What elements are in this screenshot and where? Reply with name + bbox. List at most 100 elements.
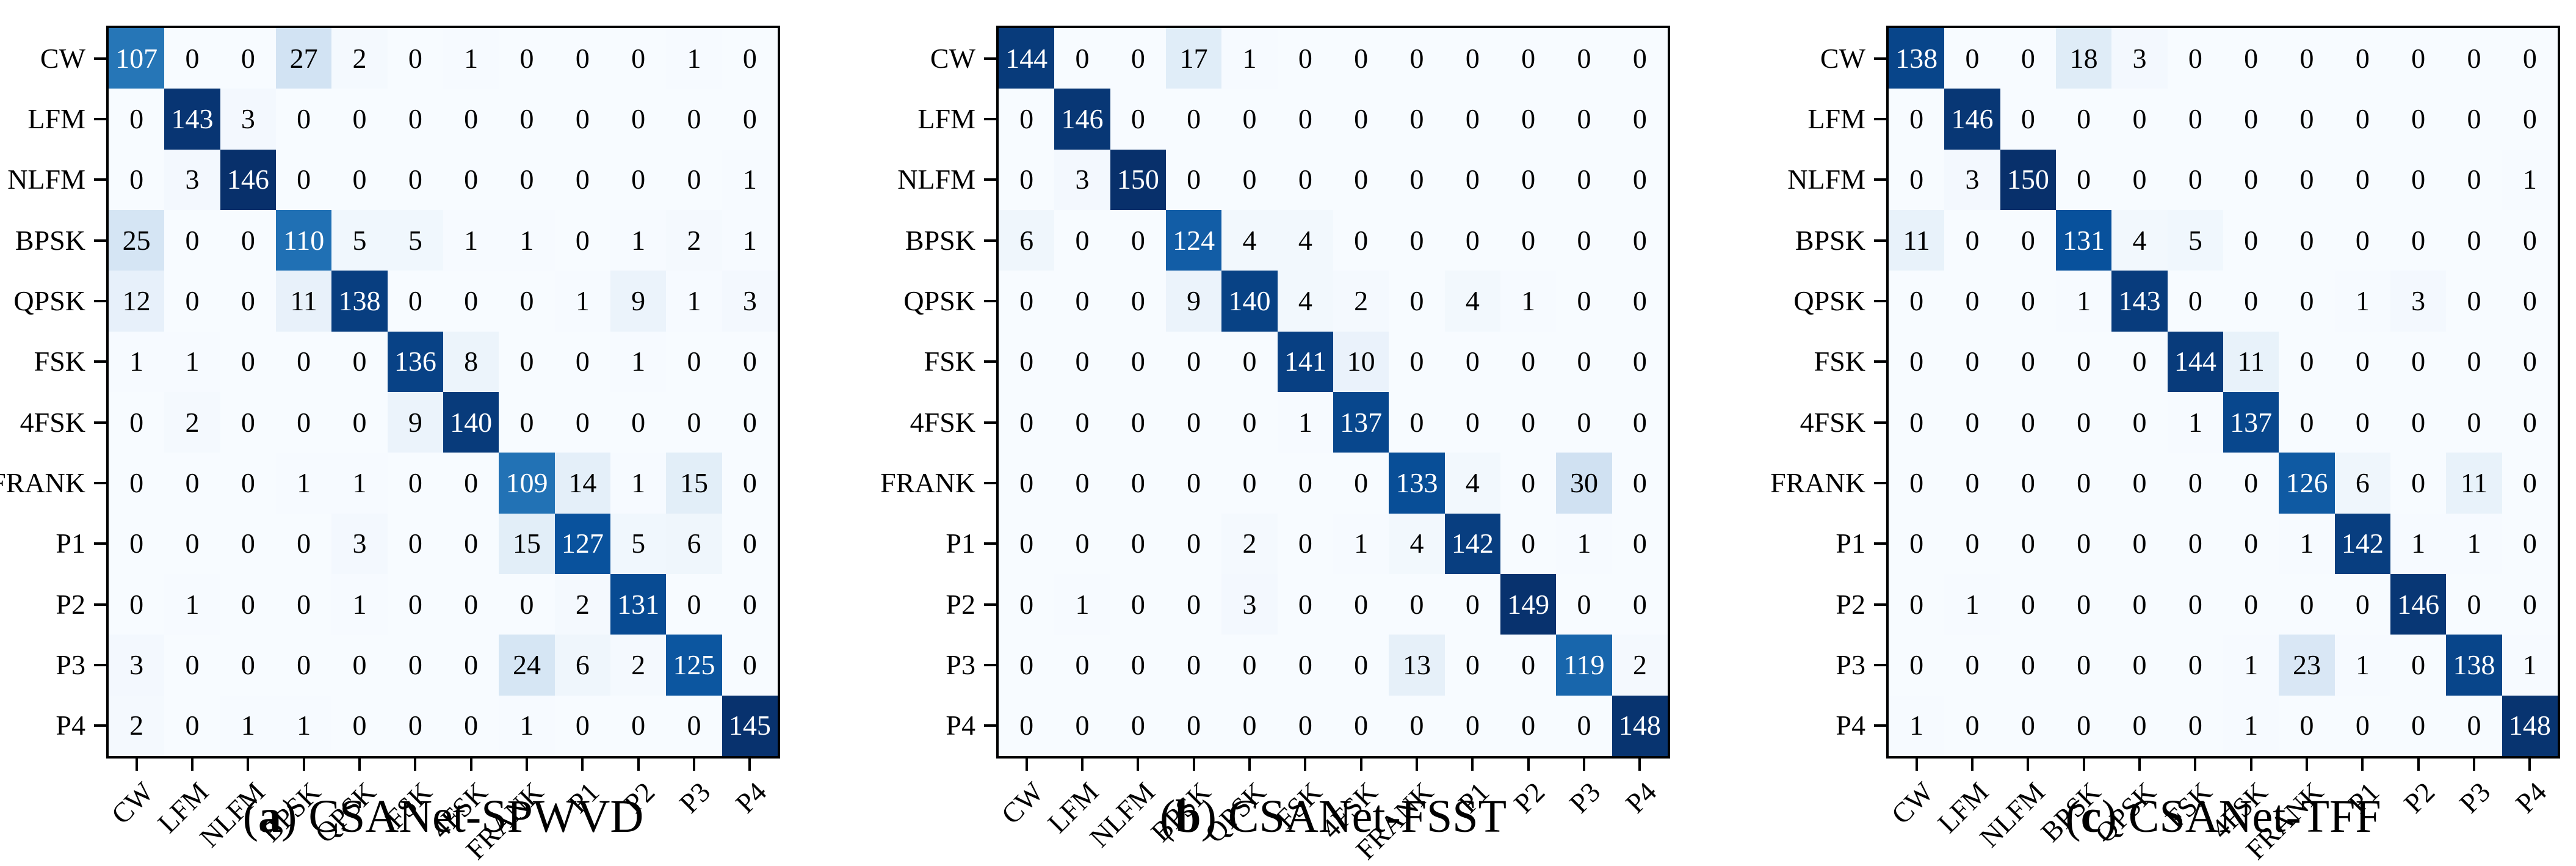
heatmap-cell: 0 (2167, 513, 2223, 574)
heatmap-cell: 0 (109, 574, 165, 635)
y-tick (984, 603, 996, 606)
heatmap-cell: 0 (2334, 28, 2390, 89)
heatmap-cell: 0 (109, 89, 165, 150)
heatmap-cell: 0 (554, 392, 610, 453)
heatmap-cell: 0 (610, 28, 667, 89)
y-tick-label: P3 (56, 649, 85, 680)
y-tick-label: P4 (1836, 710, 1865, 741)
heatmap-cell: 0 (722, 513, 778, 574)
heatmap-cell: 0 (610, 695, 667, 756)
heatmap-cell: 6 (554, 635, 610, 696)
heatmap-cell: 0 (554, 331, 610, 392)
heatmap-cell: 0 (2334, 210, 2390, 271)
y-tick-label: FRANK (0, 467, 85, 498)
heatmap-cell: 1 (1054, 574, 1110, 635)
heatmap-cell: 0 (2056, 331, 2112, 392)
heatmap-cell: 0 (2446, 28, 2502, 89)
heatmap-cell: 0 (164, 635, 220, 696)
heatmap-cell: 0 (499, 271, 555, 332)
y-tick (984, 57, 996, 60)
heatmap-cell: 1 (554, 271, 610, 332)
heatmap-cell: 0 (331, 89, 388, 150)
heatmap-cell: 0 (1889, 271, 1945, 332)
heatmap-cell: 0 (387, 149, 443, 210)
heatmap-cell: 3 (220, 89, 276, 150)
heatmap-cell: 1 (1944, 574, 2000, 635)
heatmap-cell: 0 (2390, 453, 2447, 514)
heatmap-cell: 5 (610, 513, 667, 574)
heatmap-cell: 146 (2390, 574, 2447, 635)
heatmap-cell: 143 (2111, 271, 2168, 332)
heatmap-cell: 126 (2279, 453, 2335, 514)
heatmap-cell: 0 (331, 331, 388, 392)
heatmap-cell: 0 (1556, 695, 1612, 756)
heatmap-cell: 1 (499, 695, 555, 756)
heatmap-cell: 1 (2279, 513, 2335, 574)
y-tick (984, 482, 996, 484)
heatmap-cell: 0 (1889, 331, 1945, 392)
heatmap-cell: 0 (499, 392, 555, 453)
heatmap-cell: 1 (220, 695, 276, 756)
heatmap-cell: 150 (2000, 149, 2056, 210)
heatmap-cell: 0 (331, 695, 388, 756)
heatmap-cell: 0 (1944, 513, 2000, 574)
heatmap-cell: 1 (331, 574, 388, 635)
heatmap-cell: 1 (610, 210, 667, 271)
heatmap-cell: 5 (2167, 210, 2223, 271)
heatmap-cell: 0 (1277, 28, 1333, 89)
heatmap-cell: 0 (387, 695, 443, 756)
heatmap-cell: 0 (220, 331, 276, 392)
heatmap-cell: 0 (2167, 271, 2223, 332)
heatmap-cell: 0 (2390, 28, 2447, 89)
heatmap-cell: 0 (1221, 392, 1278, 453)
heatmap-cell: 0 (276, 513, 332, 574)
heatmap-cell: 0 (1166, 392, 1222, 453)
heatmap-cell: 136 (387, 331, 443, 392)
heatmap-cell: 0 (2111, 453, 2168, 514)
heatmap-cell: 0 (2223, 210, 2279, 271)
heatmap-cell: 138 (331, 271, 388, 332)
heatmap-cell: 0 (499, 89, 555, 150)
heatmap-cell: 0 (2390, 89, 2447, 150)
heatmap-cell: 4 (1277, 271, 1333, 332)
heatmap-cell: 0 (999, 331, 1055, 392)
caption-c-open-paren: ( (2065, 791, 2081, 842)
heatmap-cell: 2 (1612, 635, 1668, 696)
heatmap-cell: 0 (722, 635, 778, 696)
heatmap-cell: 0 (2167, 89, 2223, 150)
heatmap-tff: 138 0 0 18 3 0 0 0 0 0 0 0 0 146 0 0 0 0 0 0 0 0 0 0 0 3 150 0 0 0 0 0 0… (1886, 26, 2560, 759)
x-tick (1971, 759, 1974, 771)
heatmap-cell: 2 (666, 210, 722, 271)
heatmap-cell: 9 (1166, 271, 1222, 332)
x-tick (581, 759, 584, 771)
heatmap-cell: 0 (1389, 210, 1445, 271)
heatmap-cell: 146 (1054, 89, 1110, 150)
heatmap-cell: 0 (1277, 513, 1333, 574)
heatmap-cell: 0 (1333, 635, 1389, 696)
heatmap-cell: 0 (276, 392, 332, 453)
heatmap-cell: 0 (1110, 453, 1166, 514)
heatmap-cell: 6 (999, 210, 1055, 271)
heatmap-cell: 4 (1444, 271, 1500, 332)
heatmap-cell: 0 (999, 149, 1055, 210)
heatmap-cell: 0 (1221, 89, 1278, 150)
y-tick-label: NLFM (1787, 164, 1865, 195)
heatmap-cell: 5 (387, 210, 443, 271)
x-tick (1527, 759, 1530, 771)
heatmap-cell: 141 (1277, 331, 1333, 392)
x-tick (2249, 759, 2252, 771)
heatmap-cell: 0 (2056, 392, 2112, 453)
heatmap-cell: 0 (1054, 453, 1110, 514)
heatmap-cell: 2 (164, 392, 220, 453)
heatmap-cell: 0 (220, 453, 276, 514)
y-tick (1874, 360, 1886, 363)
heatmap-cell: 18 (2056, 28, 2112, 89)
heatmap-cell: 0 (2000, 695, 2056, 756)
x-tick (1915, 759, 1918, 771)
heatmap-cell: 1 (1221, 28, 1278, 89)
x-tick (1137, 759, 1140, 771)
heatmap-cell: 10 (1333, 331, 1389, 392)
heatmap-cell: 0 (1389, 695, 1445, 756)
heatmap-cell: 0 (1389, 574, 1445, 635)
caption-a-letter: a (258, 791, 282, 842)
